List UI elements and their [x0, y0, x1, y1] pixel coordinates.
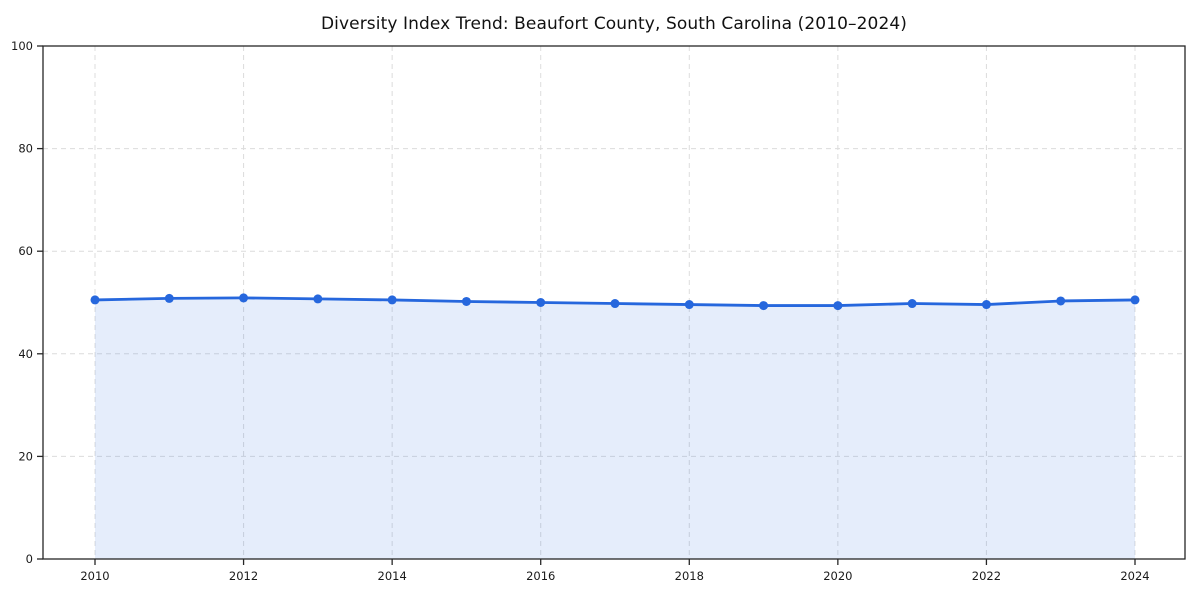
data-point	[1130, 295, 1140, 305]
y-tick-label: 100	[11, 39, 33, 53]
data-point	[164, 293, 174, 303]
y-tick-label: 40	[18, 347, 33, 361]
y-tick-label: 80	[18, 142, 33, 156]
x-tick-label: 2024	[1120, 569, 1149, 583]
y-tick-label: 0	[26, 552, 33, 566]
data-point	[387, 295, 397, 305]
chart-title: Diversity Index Trend: Beaufort County, …	[320, 14, 908, 34]
data-point	[313, 294, 323, 304]
area-fill	[95, 297, 1135, 559]
data-point	[461, 296, 471, 306]
x-tick-label: 2020	[823, 569, 852, 583]
data-point	[981, 300, 991, 310]
data-point	[833, 301, 843, 311]
x-tick-label: 2010	[80, 569, 109, 583]
x-tick-label: 2016	[526, 569, 555, 583]
data-point	[907, 299, 917, 309]
data-point	[536, 298, 546, 307]
data-point	[759, 301, 769, 311]
x-tick-label: 2014	[378, 569, 407, 583]
y-tick-label: 60	[18, 244, 33, 258]
y-tick-label: 20	[18, 449, 33, 463]
plot-border	[42, 45, 1186, 560]
data-point	[610, 299, 620, 309]
x-tick-label: 2022	[972, 569, 1001, 583]
data-point	[1056, 296, 1066, 306]
data-point	[90, 295, 100, 305]
data-point	[684, 300, 694, 310]
x-tick-label: 2012	[229, 569, 258, 583]
data-point	[239, 293, 249, 303]
x-tick-label: 2018	[675, 569, 704, 583]
